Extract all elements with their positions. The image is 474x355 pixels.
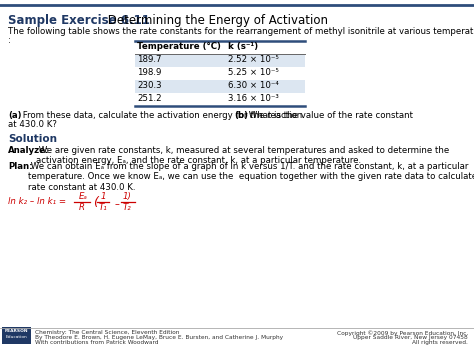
- Bar: [135, 93, 305, 106]
- Text: The following table shows the rate constants for the rearrangement of methyl iso: The following table shows the rate const…: [8, 27, 474, 36]
- Text: :: :: [8, 36, 11, 45]
- Text: 230.3: 230.3: [137, 81, 162, 90]
- Text: We can obtain Eₐ from the slope of a graph of ln k versus 1/T. and the rate cons: We can obtain Eₐ from the slope of a gra…: [28, 162, 474, 192]
- Text: 5.25 × 10⁻⁵: 5.25 × 10⁻⁵: [228, 68, 279, 77]
- Text: T₂: T₂: [123, 203, 131, 212]
- Text: 2.52 × 10⁻⁵: 2.52 × 10⁻⁵: [228, 55, 279, 64]
- Bar: [135, 80, 305, 93]
- Text: Education: Education: [6, 335, 27, 339]
- Text: Chemistry: The Central Science, Eleventh Edition: Chemistry: The Central Science, Eleventh…: [35, 330, 179, 335]
- Text: ln k₂ – ln k₁ =: ln k₂ – ln k₁ =: [8, 197, 66, 206]
- Text: Copyright ©2009 by Pearson Education, Inc.: Copyright ©2009 by Pearson Education, In…: [337, 330, 468, 335]
- Text: What is the value of the rate constant: What is the value of the rate constant: [246, 111, 413, 120]
- Bar: [135, 54, 305, 67]
- Text: 189.7: 189.7: [137, 55, 162, 64]
- Text: 251.2: 251.2: [137, 94, 162, 103]
- Text: –: –: [115, 199, 120, 209]
- Text: From these data, calculate the activation energy for the reaction.: From these data, calculate the activatio…: [20, 111, 308, 120]
- Text: Sample Exercise 6.11: Sample Exercise 6.11: [8, 14, 150, 27]
- Text: k (s⁻¹): k (s⁻¹): [228, 42, 258, 51]
- Bar: [2, 327, 31, 344]
- Text: R: R: [79, 203, 85, 212]
- Text: Upper Saddle River, New Jersey 07458: Upper Saddle River, New Jersey 07458: [353, 335, 468, 340]
- Text: 1: 1: [100, 192, 106, 201]
- Text: (b): (b): [234, 111, 248, 120]
- Text: 198.9: 198.9: [137, 68, 161, 77]
- Text: (a): (a): [8, 111, 21, 120]
- Bar: [135, 67, 305, 80]
- Text: With contributions from Patrick Woodward: With contributions from Patrick Woodward: [35, 340, 158, 345]
- Text: at 430.0 K?: at 430.0 K?: [8, 120, 57, 129]
- Text: (: (: [93, 196, 98, 209]
- Text: 6.30 × 10⁻⁴: 6.30 × 10⁻⁴: [228, 81, 279, 90]
- Text: PEARSON: PEARSON: [5, 329, 28, 333]
- Text: Analyze:: Analyze:: [8, 146, 49, 155]
- Text: T₁: T₁: [99, 203, 108, 212]
- Text: 3.16 × 10⁻³: 3.16 × 10⁻³: [228, 94, 279, 103]
- Text: We are given rate constants, k, measured at several temperatures and asked to de: We are given rate constants, k, measured…: [36, 146, 449, 165]
- Text: Plan:: Plan:: [8, 162, 33, 171]
- Text: 1): 1): [123, 192, 131, 201]
- Text: By Theodore E. Brown, H. Eugene LeMay, Bruce E. Bursten, and Catherine J. Murphy: By Theodore E. Brown, H. Eugene LeMay, B…: [35, 335, 283, 340]
- Text: Eₐ: Eₐ: [79, 192, 87, 201]
- Text: Solution: Solution: [8, 134, 57, 144]
- Text: Temperature (°C): Temperature (°C): [137, 42, 221, 51]
- Text: All rights reserved.: All rights reserved.: [412, 340, 468, 345]
- Text: Determining the Energy of Activation: Determining the Energy of Activation: [104, 14, 328, 27]
